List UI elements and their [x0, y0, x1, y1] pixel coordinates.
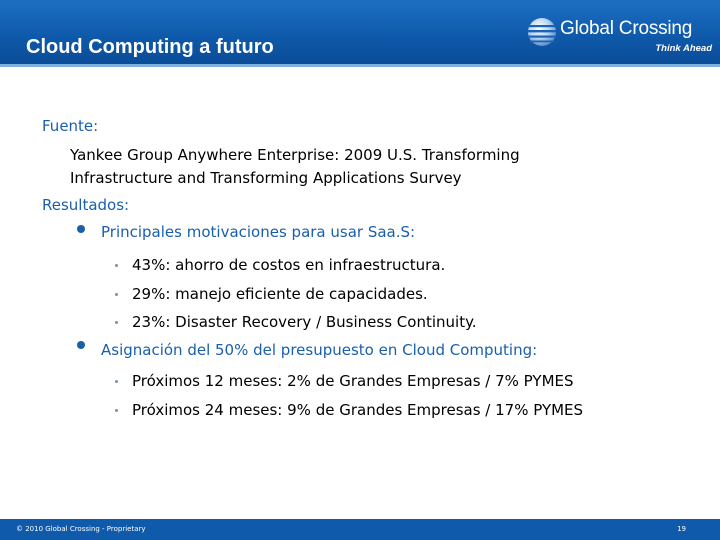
bullet-icon [115, 409, 118, 412]
bullet-icon [115, 321, 118, 324]
list-item: 23%: Disaster Recovery / Business Contin… [132, 313, 477, 331]
bullet-icon [115, 293, 118, 296]
source-line-1: Yankee Group Anywhere Enterprise: 2009 U… [70, 146, 520, 164]
list-item: Próximos 24 meses: 9% de Grandes Empresa… [132, 401, 584, 419]
footer-copyright: © 2010 Global Crossing - Proprietary [16, 525, 146, 533]
globe-icon [528, 18, 556, 46]
bullet-icon [77, 225, 85, 233]
source-label: Fuente: [42, 117, 99, 135]
slide-title: Cloud Computing a futuro [26, 36, 274, 58]
bullet-icon [77, 341, 85, 349]
list-item: 29%: manejo eficiente de capacidades. [132, 285, 428, 303]
company-logo: Global Crossing Think Ahead [526, 14, 716, 58]
section-heading-motivations: Principales motivaciones para usar Saa.S… [101, 223, 416, 241]
footer-bar [0, 519, 720, 540]
bullet-icon [115, 264, 118, 267]
source-line-2: Infrastructure and Transforming Applicat… [70, 169, 462, 187]
logo-tagline: Think Ahead [655, 43, 712, 54]
header-accent-strip [0, 64, 720, 67]
section-heading-budget: Asignación del 50% del presupuesto en Cl… [101, 341, 538, 359]
list-item: Próximos 12 meses: 2% de Grandes Empresa… [132, 372, 574, 390]
page-number: 19 [677, 525, 686, 533]
list-item: 43%: ahorro de costos en infraestructura… [132, 256, 446, 274]
bullet-icon [115, 380, 118, 383]
header-bar [0, 0, 720, 64]
results-label: Resultados: [42, 196, 130, 214]
logo-wordmark: Global Crossing [560, 18, 693, 39]
